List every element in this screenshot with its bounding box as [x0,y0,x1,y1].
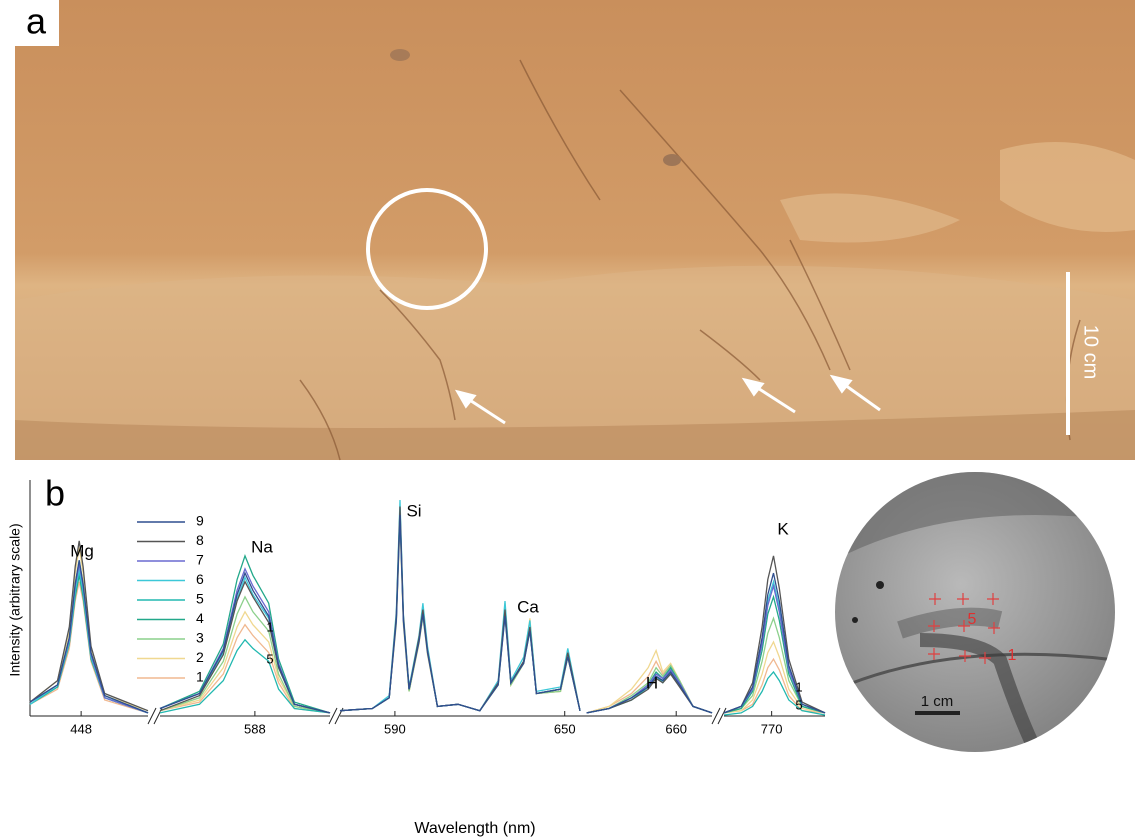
annotation: 5 [795,697,802,712]
legend-label: 9 [196,513,204,529]
spectrum-line [339,519,581,712]
x-tick-label: 660 [665,721,687,736]
spectrum-line [339,508,581,712]
spectrum-line [723,657,826,714]
spectrum-line [339,506,581,712]
rock-shadow [15,410,1135,460]
annotation: H [646,673,658,692]
spectrum-line [723,583,826,714]
rock-slab [1000,142,1135,232]
inset-point-label: 1 [1008,647,1017,664]
x-axis-label: Wavelength (nm) [414,820,535,837]
annotation: 1 [266,619,273,634]
spectrum-line [723,640,826,714]
legend-label: 3 [196,630,204,646]
inset: 5 1 1 cm [835,472,1115,752]
photo: 10 cm a [15,0,1135,461]
legend-label: 5 [196,591,204,607]
annotation: K [777,519,789,538]
panel-label-box [15,0,59,46]
x-tick-label: 448 [70,721,92,736]
spectrum-line [159,571,331,714]
y-axis-label: Intensity (arbitrary scale) [7,523,23,676]
spectrum-line [159,623,331,714]
spectrum-line [159,580,331,714]
panel-label: a [26,1,47,42]
x-tick-label: 650 [554,721,576,736]
spectrum-line [159,610,331,714]
spectrum-line [339,514,581,712]
x-tick-label: 590 [384,721,406,736]
axis-breaks [147,707,727,725]
legend-label: 6 [196,571,204,587]
x-tick-label: 588 [244,721,266,736]
annotation: Mg [70,541,94,560]
inset-scale-label: 1 cm [921,693,954,710]
rock-slab [780,193,960,243]
pebble [663,154,681,166]
spectrum-line [339,517,581,712]
spectrum-line [723,616,826,714]
inset-texture [835,472,1115,752]
target-circle [366,188,488,310]
pebble [390,49,410,61]
spectrum-line [339,510,581,712]
spectrum-line [339,521,581,712]
rock-ledge [15,265,1135,460]
legend-label: 7 [196,552,204,568]
spectrum-line [159,638,331,714]
spectra-chart: b Intensity (arbitrary scale) Wavelength… [7,473,826,837]
panel-label: b [45,473,65,514]
annotation: Si [406,501,421,520]
legend-label: 1 [196,669,204,685]
annotation: 1 [795,679,802,694]
spectrum-line [723,572,826,714]
spectrum-line [29,560,149,714]
spectrum-line [723,670,826,716]
spectrum-line [339,499,581,712]
spectrum-line [723,594,826,714]
spectrum-line [723,555,826,714]
inset-image [835,472,1115,752]
scale-bar-label: 10 cm [1080,325,1102,379]
spectrum-line [29,581,149,714]
annotation: 5 [266,651,273,666]
legend-label: 8 [196,532,204,548]
spectrum-line [29,540,149,712]
arrows [454,374,881,425]
annotation: Na [251,537,273,556]
inset-crosses [928,593,1000,664]
annotation: Ca [517,597,539,616]
spectrum-line [159,554,331,714]
x-tick-label: 770 [761,721,783,736]
legend-label: 4 [196,610,204,626]
spectrum-line [339,512,581,712]
spectrum-line [159,595,331,714]
inset-point-label: 5 [968,611,977,628]
spectrum-line [586,670,713,714]
legend-label: 2 [196,649,204,665]
